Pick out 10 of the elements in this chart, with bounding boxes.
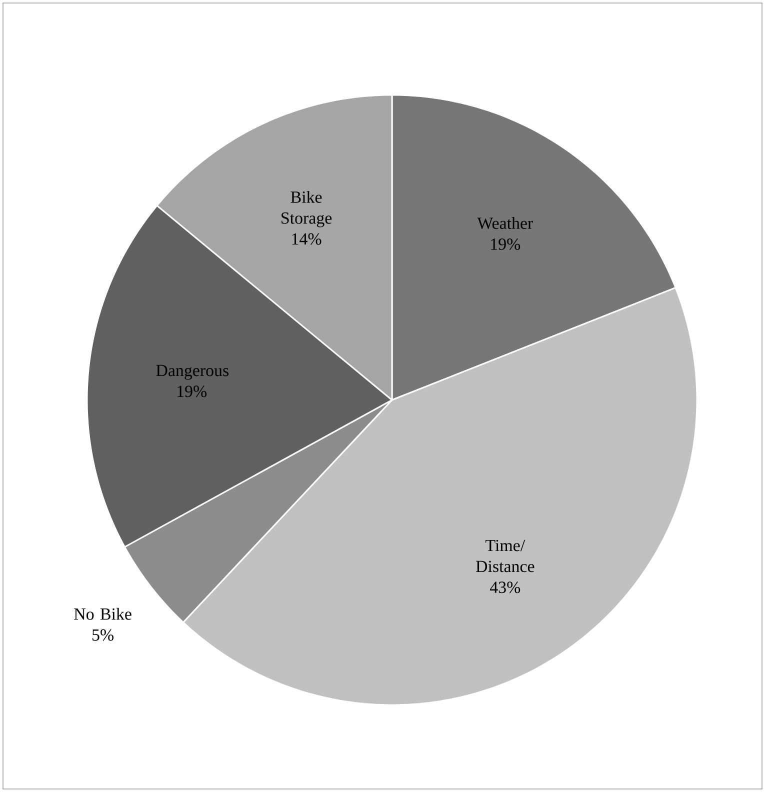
slice-label: Weather <box>477 217 534 230</box>
data-label: 14% <box>292 233 322 245</box>
data-label: 19% <box>491 238 520 250</box>
slice-label: No Bike <box>74 608 132 620</box>
data-label: 19% <box>178 386 207 398</box>
data-label: 5% <box>92 629 114 641</box>
data-label: 43% <box>490 582 520 594</box>
slice-label: Dangerous <box>156 364 228 380</box>
slice-label: Bike Storage <box>282 190 332 228</box>
slice-label: Time/ Distance <box>476 540 534 572</box>
